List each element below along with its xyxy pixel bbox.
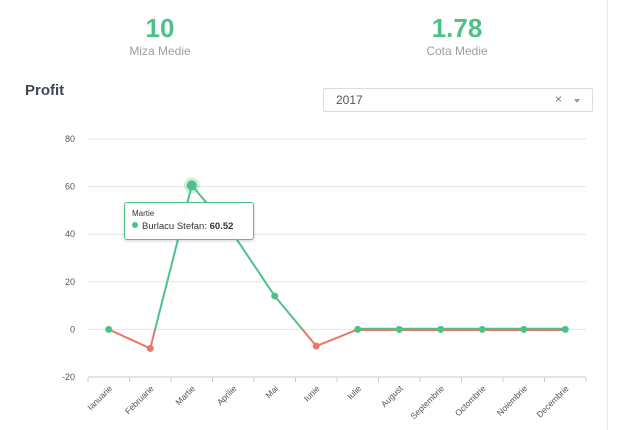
x-tick-label: Aprilie xyxy=(215,383,239,407)
y-tick-label: 60 xyxy=(65,182,75,192)
stat-label: Cota Medie xyxy=(426,44,488,58)
x-tick-label: Ianuarie xyxy=(85,383,114,412)
line-segment xyxy=(232,233,276,298)
clear-icon[interactable]: × xyxy=(554,92,562,106)
tooltip-value: 60.52 xyxy=(209,221,234,232)
data-point xyxy=(354,325,362,333)
chevron-down-icon[interactable] xyxy=(574,99,580,103)
x-axis xyxy=(87,376,587,382)
x-tick-label: Iunie xyxy=(302,383,322,403)
y-tick-label: 80 xyxy=(65,134,75,144)
data-point xyxy=(437,325,445,333)
y-tick-label: 40 xyxy=(65,229,75,239)
data-point xyxy=(271,292,279,300)
y-tick-label: 20 xyxy=(65,277,75,287)
line-segment xyxy=(273,295,304,331)
y-tick-label: 0 xyxy=(70,324,75,334)
x-tick-label: Noiembrie xyxy=(495,383,530,418)
series-dot-icon xyxy=(132,222,138,228)
section-title: Profit xyxy=(25,82,65,99)
data-point xyxy=(478,325,486,333)
tooltip-month: Martie xyxy=(132,209,155,218)
x-tick-label: Mai xyxy=(263,383,280,400)
data-point xyxy=(105,325,113,333)
chart-tooltip: Martie Burlacu Stefan: 60.52 xyxy=(124,202,254,240)
grid-lines xyxy=(88,138,586,378)
y-tick-label: -20 xyxy=(62,372,75,382)
x-tick-label: Iulie xyxy=(345,383,363,401)
data-point xyxy=(561,325,569,333)
line-segment xyxy=(107,328,152,350)
y-axis-ticks: 80 60 40 20 0 -20 xyxy=(62,134,75,382)
stat-value: 10 xyxy=(145,13,175,43)
line-segment xyxy=(301,328,318,348)
tooltip-series: Burlacu Stefan: xyxy=(142,221,207,232)
stat-miza-medie: 10 Miza Medie xyxy=(60,14,260,58)
x-tick-label: Octombrie xyxy=(453,383,488,418)
x-tick-label: Februarie xyxy=(123,383,156,416)
year-select[interactable]: 2017 × xyxy=(323,88,593,112)
year-select-value: 2017 xyxy=(336,93,363,107)
stat-value: 1.78 xyxy=(431,13,483,43)
x-axis-ticks: Ianuarie Februarie Martie Aprilie Mai Iunie Iu… xyxy=(85,383,570,421)
series-points xyxy=(105,177,569,352)
data-point xyxy=(395,325,403,333)
tooltip-row: Burlacu Stefan: 60.52 xyxy=(132,221,233,232)
x-tick-label: Septembrie xyxy=(408,383,446,421)
data-point xyxy=(312,342,320,350)
line-segment xyxy=(315,328,359,348)
x-tick-label: August xyxy=(379,383,405,409)
data-point xyxy=(146,344,154,352)
data-point xyxy=(186,180,197,191)
x-tick-label: Decembrie xyxy=(535,383,571,419)
x-tick-label: Martie xyxy=(173,383,197,407)
data-point xyxy=(520,325,528,333)
stat-cota-medie: 1.78 Cota Medie xyxy=(357,14,557,58)
stat-label: Miza Medie xyxy=(129,44,191,58)
